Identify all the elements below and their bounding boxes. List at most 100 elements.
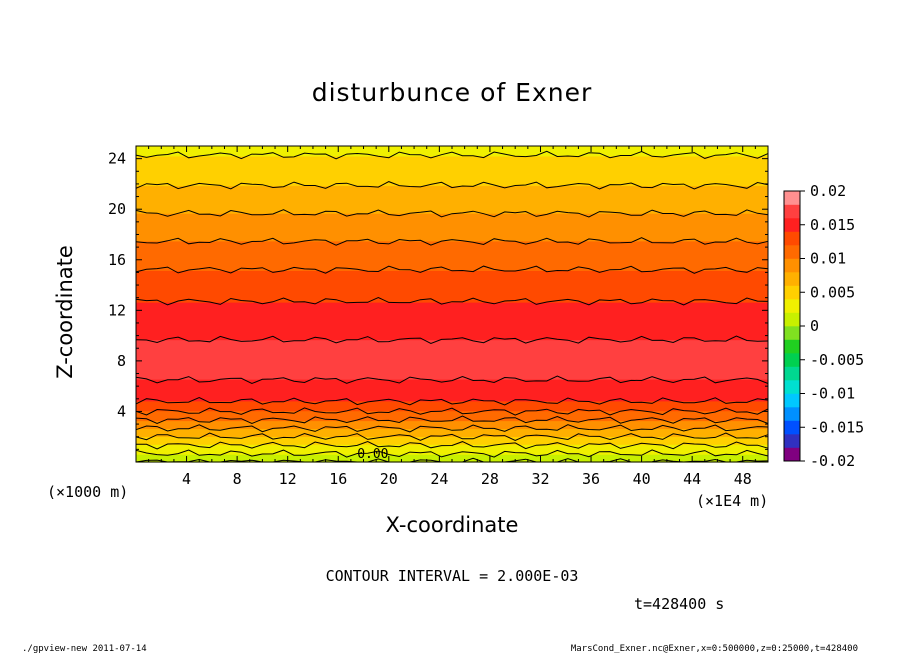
field-band [136,432,768,435]
field-band [136,341,768,345]
field-band [136,250,768,254]
field-band [136,159,768,163]
field-band [136,266,768,270]
field-band [136,179,768,183]
field-band [136,383,768,386]
y-axis-unit: (×1000 m) [47,483,129,501]
field-band [136,276,768,279]
field-band [136,418,768,422]
field-band [136,147,768,151]
colorbar-swatch [784,393,800,408]
field-band [136,448,768,451]
field-band [136,165,768,169]
colorbar-swatch [784,353,800,367]
field-band [136,221,768,224]
field-band [136,327,768,331]
field-band [136,355,768,358]
field-band [136,347,768,351]
field-band [136,345,768,349]
field-band [136,234,768,238]
contour-line [135,424,769,433]
field-band [136,155,768,159]
x-tick-label: 28 [481,470,499,488]
field-band [136,157,768,161]
field-band [136,361,768,364]
colorbar-swatch [784,258,800,273]
x-tick-label: 8 [233,470,242,488]
field-band [136,302,768,305]
field-band [136,177,768,181]
field-band [136,262,768,266]
time-label: t=428400 s [634,595,725,613]
field-band [136,244,768,248]
x-tick-label: 40 [633,470,651,488]
field-band [136,450,768,453]
field-band [136,274,768,277]
field-band [136,373,768,376]
contour-line [135,150,769,160]
field-band [136,305,768,309]
field-band [136,331,768,335]
field-band [136,384,768,388]
contour-line [135,432,769,441]
field-band [136,381,768,384]
field-band [136,396,768,400]
field-band [136,254,768,258]
field-band [136,446,768,449]
field-band [136,161,768,165]
field-band [136,426,768,430]
field-band [136,268,768,272]
field-band [136,430,768,433]
x-tick-label: 24 [430,470,448,488]
field-band [136,292,768,295]
x-tick-label: 48 [734,470,752,488]
contour-line [135,237,769,246]
field-band [136,454,768,457]
field-band [136,171,768,175]
field-band [136,282,768,285]
field-band [136,151,768,155]
field-band [136,189,768,193]
contour-line [135,296,769,306]
field-band [136,203,768,206]
field-band [136,270,768,273]
colorbar-swatch [784,312,800,327]
field-band [136,169,768,173]
x-tick-label: 20 [380,470,398,488]
field-band [136,209,768,212]
field-band [136,410,768,414]
contour-line [135,396,769,406]
field-band [136,246,768,250]
contour-line [135,375,769,385]
field-band [136,205,768,208]
field-band [136,442,768,445]
chart-title: disturbunce of Exner [311,78,593,107]
field-band [136,325,768,329]
y-tick-label: 24 [108,150,126,168]
field-band [136,197,768,200]
field-band [136,390,768,394]
field-band [136,440,768,443]
footer-left: ./gpview-new 2011-07-14 [22,644,147,654]
field-band [136,232,768,236]
field-band [136,228,768,232]
field-band [136,193,768,196]
field-band [136,149,768,153]
field-band [136,416,768,420]
field-band [136,211,768,214]
colorbar-swatch [784,245,800,259]
field-band [136,394,768,398]
y-tick-label: 8 [117,352,126,370]
colorbar-tick-label: 0.01 [810,250,846,268]
field-band [136,167,768,171]
contour-label: 0.00 [357,447,388,462]
colorbar-tick-label: 0 [810,317,819,335]
field-band [136,343,768,347]
field-band [136,315,768,319]
contour-line [135,265,769,274]
colorbar-swatch [784,366,800,381]
field-band [136,238,768,242]
footer-right: MarsCond_Exner.nc@Exner,x=0:500000,z=0:2… [570,644,858,654]
colorbar-tick-label: -0.005 [810,351,864,369]
field-band [136,422,768,426]
